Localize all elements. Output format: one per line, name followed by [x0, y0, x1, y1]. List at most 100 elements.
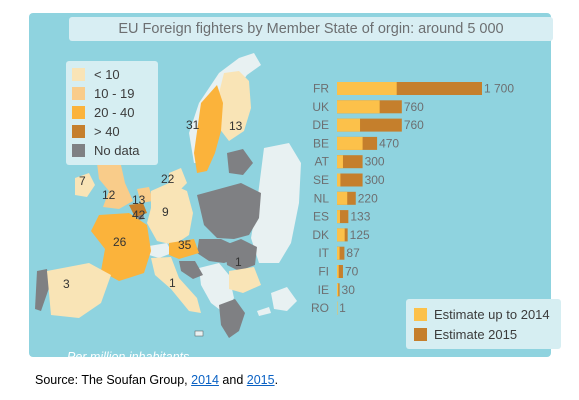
- bar-category-label: FI: [318, 265, 329, 279]
- map-region-ireland: [75, 173, 95, 197]
- map-island-cyprus: [257, 307, 271, 316]
- map-label-FI: 13: [229, 119, 243, 133]
- bar-category-label: BE: [313, 136, 329, 150]
- bar-estimate-2014: [337, 265, 339, 278]
- bar-value-label: 70: [345, 265, 359, 279]
- source-mid: and: [218, 373, 247, 387]
- source-prefix: Source: The Soufan Group,: [35, 373, 192, 387]
- bar-value-label: 1 700: [484, 82, 514, 96]
- bar-legend-swatch: [414, 328, 427, 341]
- bar-value-label: 300: [365, 155, 385, 169]
- map-legend: < 10 10 - 19 20 - 40 > 40 No data: [66, 61, 158, 165]
- map-region-switzerland: [149, 243, 172, 258]
- map-region-italy: [151, 257, 201, 313]
- bar-value-label: 87: [346, 246, 360, 260]
- map-legend-swatch: [72, 68, 85, 81]
- map-region-austria: [169, 239, 199, 259]
- map-region-balkans-nonEU: [199, 263, 234, 313]
- map-label-AT: 35: [178, 238, 192, 252]
- bar-legend-swatch: [414, 308, 427, 321]
- source-link-2015[interactable]: 2015: [246, 373, 275, 387]
- map-region-turkey: [271, 287, 297, 311]
- bar-value-label: 760: [404, 100, 424, 114]
- map-island-malta: [194, 330, 204, 337]
- bar-estimate-2014: [337, 228, 345, 242]
- map-label-IT: 1: [169, 276, 176, 290]
- map-region-germany: [147, 183, 193, 245]
- infographic-panel: EU Foreign fighters by Member State of o…: [29, 13, 561, 364]
- map-region-east-nonEU: [251, 143, 301, 263]
- map-region-nodata-greece: [219, 299, 245, 338]
- chart-title: EU Foreign fighters by Member State of o…: [69, 17, 553, 41]
- bar-estimate-2014: [337, 210, 340, 224]
- source-line: Source: The Soufan Group, 2014 and 2015.: [35, 373, 278, 387]
- map-region-bulgaria: [229, 267, 261, 293]
- bar-estimate-2014: [337, 118, 361, 132]
- map-region-nodata-pt: [35, 269, 49, 311]
- bar-category-label: AT: [315, 155, 330, 169]
- map-legend-label: 20 - 40: [94, 105, 135, 120]
- footnote: Per million inhabitants: [67, 350, 190, 364]
- bar-estimate-2015: [337, 246, 345, 260]
- map-region-finland: [217, 71, 251, 141]
- map-legend-label: 10 - 19: [94, 86, 135, 101]
- bar-chart-legend: Estimate up to 2014 Estimate 2015: [406, 299, 561, 349]
- map-region-nodata-croatia: [179, 261, 203, 279]
- map-label-FR: 26: [113, 235, 127, 249]
- source-link-2014[interactable]: 2014: [191, 373, 219, 387]
- bar-value-label: 125: [350, 228, 370, 242]
- map-legend-swatch: [72, 87, 85, 100]
- source-suffix: .: [274, 373, 279, 387]
- bar-value-label: 300: [365, 173, 385, 187]
- bar-estimate-2014: [337, 82, 397, 95]
- bar-estimate-2014: [337, 173, 341, 187]
- bar-estimate-2014: [337, 246, 340, 260]
- map-region-belgium: [129, 203, 147, 217]
- bar-estimate-2014: [337, 301, 338, 315]
- map-legend-swatch: [72, 125, 85, 138]
- map-legend-label: No data: [94, 143, 140, 158]
- map-label-NL: 13: [132, 193, 146, 207]
- bar-category-label: DE: [312, 118, 329, 132]
- map-label-SE: 31: [186, 118, 200, 132]
- map-region-nodata-baltics: [227, 149, 253, 175]
- map-label-DE: 9: [162, 205, 169, 219]
- bar-category-label: IT: [318, 246, 329, 260]
- bar-value-label: 1: [339, 301, 346, 315]
- bar-value-label: 470: [379, 136, 399, 150]
- map-region-sweden: [194, 85, 223, 173]
- bar-chart: FR 1 700 UK 760 DE 760 BE 470 AT 300 SE 300 NL 220 ES 1…: [311, 82, 514, 316]
- bar-legend-label: Estimate up to 2014: [434, 307, 550, 322]
- bar-estimate-2014: [337, 191, 348, 205]
- bar-estimate-2015: [337, 210, 349, 224]
- bar-estimate-2014: [337, 100, 380, 114]
- bar-value-label: 760: [404, 118, 424, 132]
- map-label-UK: 12: [102, 188, 116, 202]
- map-legend-label: < 10: [94, 67, 120, 82]
- map-region-nodata-ro: [225, 239, 257, 271]
- bar-category-label: IE: [318, 283, 329, 297]
- map-label-DK: 22: [161, 172, 175, 186]
- europe-map: 13 31 22 7 12 13 42 9 26 35 3 1 1: [35, 53, 301, 338]
- bar-estimate-2014: [337, 283, 339, 297]
- map-region-netherlands: [137, 187, 153, 203]
- map-region-nodata-central: [197, 183, 261, 239]
- bar-value-label: 220: [358, 191, 378, 205]
- bar-estimate-2015: [337, 265, 343, 278]
- map-label-IE: 7: [79, 174, 86, 188]
- bar-category-label: UK: [312, 100, 329, 114]
- map-label-BG: 1: [235, 255, 242, 269]
- bar-category-label: DK: [312, 228, 329, 242]
- bar-estimate-2015: [337, 173, 363, 187]
- bar-estimate-2014: [337, 155, 343, 169]
- map-legend-swatch: [72, 144, 85, 157]
- map-region-spain: [47, 263, 111, 318]
- bar-category-label: RO: [311, 301, 329, 315]
- bar-category-label: FR: [313, 82, 329, 96]
- bar-estimate-2014: [337, 136, 363, 150]
- map-label-ES: 3: [63, 277, 70, 291]
- map-region-france: [91, 213, 151, 281]
- map-legend-swatch: [72, 106, 85, 119]
- map-label-BE: 42: [132, 208, 146, 222]
- bar-legend-label: Estimate 2015: [434, 327, 518, 342]
